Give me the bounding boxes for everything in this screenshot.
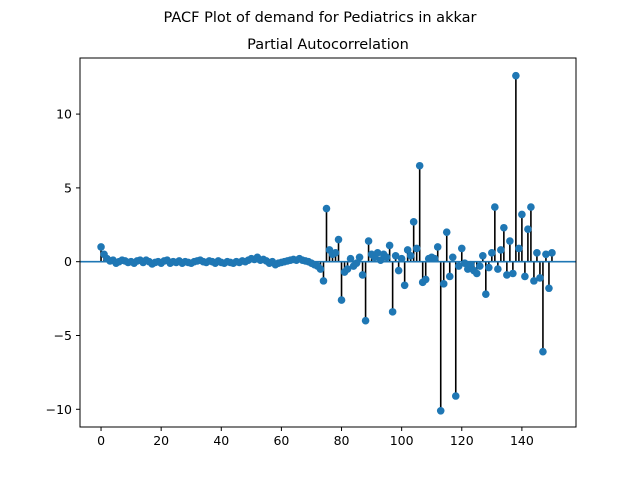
data-point [485,263,493,272]
data-point [533,249,541,257]
data-point [548,249,556,257]
data-point [409,218,418,226]
data-point [382,253,391,262]
x-tick-label: 0 [97,433,105,448]
data-point [503,271,511,279]
data-point [400,281,409,290]
data-point [430,254,439,263]
data-point [361,316,370,325]
x-tick-label: 40 [213,433,229,448]
y-axis-ticks: −10 −5 0 5 10 [46,107,80,417]
data-point [436,406,445,415]
data-point [412,244,421,253]
data-point [545,284,553,293]
data-point [445,272,454,281]
data-point [497,246,505,254]
x-tick-label: 140 [510,433,534,448]
data-point [403,246,412,254]
data-point [334,235,343,244]
data-point [494,265,502,273]
data-point [518,210,526,219]
x-tick-label: 60 [273,433,289,448]
axes-title: Partial Autocorrelation [247,37,409,53]
data-point [421,275,430,284]
data-point [337,296,346,304]
data-point [506,237,514,245]
data-point [488,249,496,257]
data-point [515,244,523,253]
x-tick-label: 120 [450,433,474,448]
data-point [433,243,442,251]
data-point [331,249,340,257]
data-point [346,254,355,263]
data-point [343,265,352,273]
data-point [500,223,508,232]
data-point [376,256,385,265]
data-point [451,392,460,400]
data-point [391,251,400,260]
data-point [394,266,403,275]
data-point [476,262,484,270]
data-point [97,243,105,251]
y-tick-label: 10 [56,107,72,122]
data-point [479,251,487,260]
data-point [316,265,325,273]
data-point [373,249,382,257]
data-point [482,290,490,298]
data-point [524,225,532,234]
data-point [397,254,406,263]
x-tick-label: 100 [390,433,414,448]
data-point [442,228,451,236]
x-tick-label: 80 [334,433,350,448]
plot-area [80,71,576,415]
data-point [364,237,373,245]
data-point [454,262,463,270]
data-point [385,241,394,250]
data-point [406,251,415,260]
data-point [509,269,517,278]
data-point [521,272,529,281]
y-tick-label: 5 [64,180,72,195]
data-point [473,269,481,278]
data-point [527,203,535,211]
data-point [536,274,544,282]
figure-suptitle: PACF Plot of demand for Pediatrics in ak… [164,10,477,26]
y-tick-label: 0 [64,254,72,269]
data-point [530,277,538,285]
data-point [491,203,499,211]
data-point [319,277,328,285]
y-tick-label: −5 [54,328,72,343]
data-point [322,204,331,213]
data-point [352,259,361,267]
data-point [388,308,397,316]
data-point [415,161,424,170]
data-point [439,280,448,288]
data-point [460,259,469,267]
data-point [539,347,547,356]
data-point [448,253,457,262]
data-point [466,260,475,269]
x-axis-ticks: 0 20 40 60 80 100 120 140 [97,427,534,448]
y-tick-label: −10 [46,402,72,417]
data-point [512,71,520,80]
data-point [355,253,364,262]
x-tick-label: 20 [153,433,169,448]
data-point [542,250,550,259]
data-point [457,244,466,253]
axes-frame [79,57,577,428]
data-point [358,271,367,279]
